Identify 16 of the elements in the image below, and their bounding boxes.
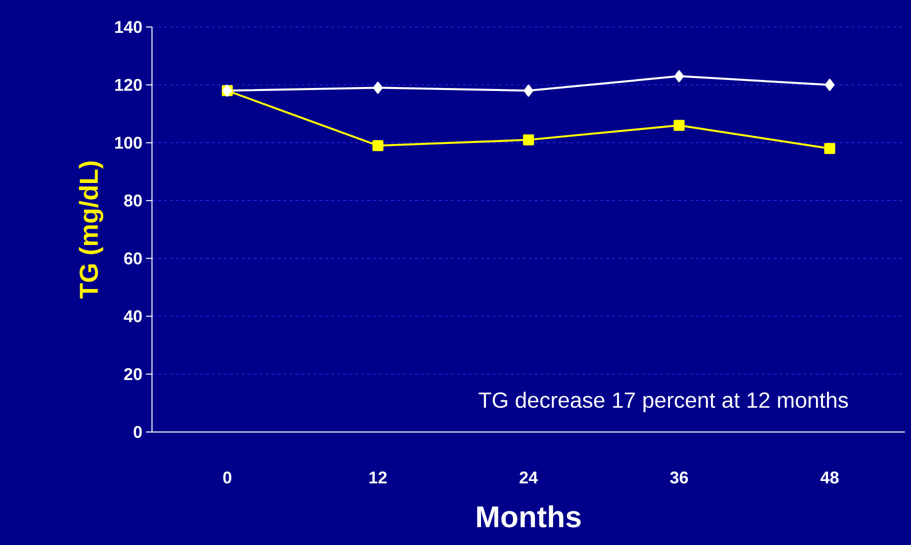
y-tick-label: 40 [124,310,142,322]
annotation: TG decrease 17 percent at 12 months [478,392,848,412]
x-tick-label: 48 [820,472,839,484]
y-tick-label: 0 [134,426,142,438]
x-tick-label: 0 [223,472,232,484]
y-tick-label: 80 [124,194,142,207]
y-tick-label: 140 [115,20,142,34]
x-tick-label: 12 [370,472,387,484]
y-axis-title: TG (mg/dL) [78,161,104,299]
x-tick-label: 36 [670,472,688,484]
x-tick-label: 24 [520,472,538,484]
y-tick-label: 120 [115,78,142,91]
x-axis-title: Months [477,505,581,528]
y-tick-label: 100 [115,136,142,149]
y-tick-label: 60 [124,252,142,264]
y-tick-label: 20 [124,368,142,380]
